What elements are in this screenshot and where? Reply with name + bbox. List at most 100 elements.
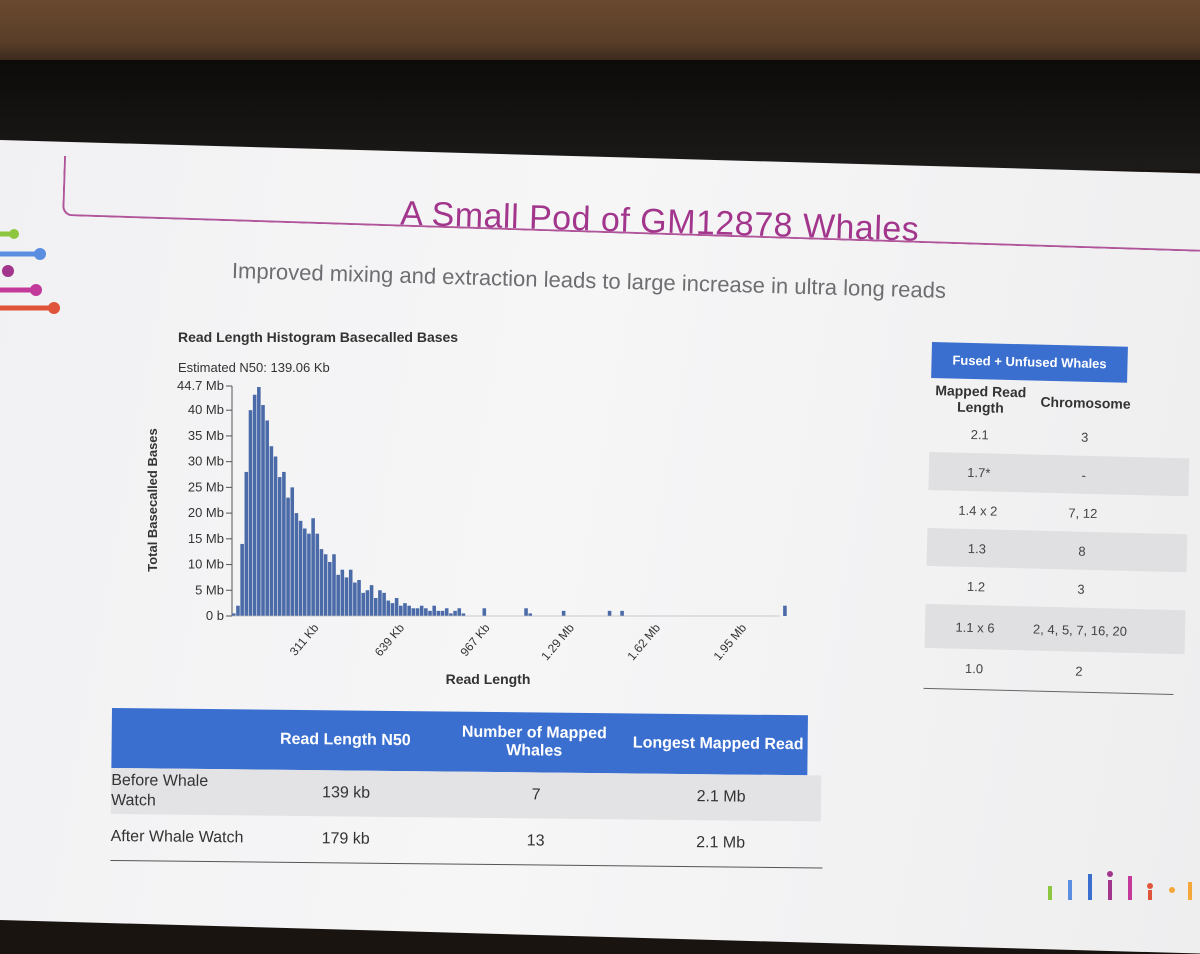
read-length-histogram: Read Length Histogram Basecalled Bases E… xyxy=(145,329,787,687)
cell-whales: 13 xyxy=(526,832,545,850)
chart-title: Read Length Histogram Basecalled Bases xyxy=(178,329,458,345)
chart-x-axis: 311 Kb 639 Kb 967 Kb 1.29 Mb 1.62 Mb 1.95 Mb xyxy=(232,615,780,663)
histogram-bar xyxy=(436,610,441,616)
histogram-bar xyxy=(323,554,328,616)
chart-y-axis-label: Total Basecalled Bases xyxy=(145,428,160,572)
table-row: 1.4 x 2 7, 12 xyxy=(927,490,1188,534)
y-tick-label: 15 Mb xyxy=(188,531,224,546)
cell-chromosome: 3 xyxy=(1077,581,1085,597)
chart-bars xyxy=(232,387,787,616)
cell-length: 1.2 xyxy=(966,578,986,594)
histogram-bar xyxy=(365,590,370,616)
histogram-bar xyxy=(336,574,340,616)
summary-header-longest: Longest Mapped Read xyxy=(632,734,804,754)
histogram-bar xyxy=(348,569,353,616)
histogram-bar xyxy=(307,533,311,616)
histogram-bar xyxy=(399,605,403,616)
histogram-bar xyxy=(353,582,357,616)
x-tick-label: 639 Kb xyxy=(372,621,407,659)
col-chromosome: Chromosome xyxy=(1040,393,1131,412)
histogram-bar xyxy=(269,446,274,616)
histogram-bar xyxy=(561,610,566,616)
y-tick-label: 20 Mb xyxy=(188,505,224,520)
histogram-bar xyxy=(294,513,299,616)
histogram-bar xyxy=(315,533,320,616)
table-row: Before Whale Watch 139 kb 7 2.1 Mb xyxy=(110,767,822,822)
histogram-bar xyxy=(440,610,445,616)
histogram-bar xyxy=(461,613,466,616)
table-row: After Whale Watch 179 kb 13 2.1 Mb xyxy=(110,814,820,867)
histogram-bar xyxy=(444,608,449,616)
histogram-bar xyxy=(524,608,528,616)
histogram-bar xyxy=(449,613,453,616)
summary-header-blank xyxy=(112,738,251,739)
histogram-bar xyxy=(361,592,366,616)
chart-y-axis: 0 b 5 Mb 10 Mb 15 Mb 20 Mb 25 Mb 30 Mb 35 Mb 40 … xyxy=(177,378,233,623)
histogram-bar xyxy=(415,608,420,616)
cell-longest: 2.1 Mb xyxy=(696,834,746,852)
cell-longest: 2.1 Mb xyxy=(696,788,746,806)
histogram-bar xyxy=(357,579,361,616)
table-row: 1.2 3 xyxy=(926,566,1187,610)
room-ceiling xyxy=(0,0,1200,60)
cell-chromosome: 8 xyxy=(1078,543,1086,559)
histogram-bar xyxy=(277,477,282,616)
x-tick-label: 311 Kb xyxy=(287,621,322,659)
histogram-bar xyxy=(302,528,307,616)
histogram-bar xyxy=(403,603,407,616)
cell-whales: 7 xyxy=(531,786,541,804)
cell-n50: 139 kb xyxy=(322,784,371,802)
histogram-bar xyxy=(378,590,382,616)
histogram-bar xyxy=(424,608,428,616)
table-row: 1.3 8 xyxy=(926,527,1188,573)
histogram-bar xyxy=(311,518,315,616)
y-tick-label: 44.7 Mb xyxy=(177,378,224,393)
histogram-bar xyxy=(328,561,332,616)
x-tick-label: 1.95 Mb xyxy=(711,621,750,663)
cell-length: 1.7* xyxy=(967,464,991,480)
cell-length: 1.3 xyxy=(967,540,987,556)
histogram-bar xyxy=(340,569,345,616)
table-row: 2.1 3 xyxy=(929,414,1190,458)
histogram-bar xyxy=(252,394,257,616)
histogram-bar xyxy=(298,520,303,616)
cell-chromosome: 2, 4, 5, 7, 16, 20 xyxy=(1032,621,1128,639)
decorative-bars-icon xyxy=(1048,871,1192,900)
summary-table: Read Length N50 Number of Mapped Whales … xyxy=(110,708,823,869)
y-tick-label: 0 b xyxy=(206,608,224,623)
fused-table-header: Fused + Unfused Whales xyxy=(931,342,1128,383)
histogram-bar xyxy=(257,387,261,616)
summary-table-header: Read Length N50 Number of Mapped Whales … xyxy=(111,708,808,776)
chart-x-axis-label: Read Length xyxy=(446,671,531,687)
histogram-bar xyxy=(607,610,612,616)
cell-length: 1.0 xyxy=(964,660,984,676)
histogram-bar xyxy=(386,600,391,616)
table-row: 1.7* - xyxy=(928,451,1190,497)
x-tick-label: 967 Kb xyxy=(457,621,492,659)
cell-chromosome: 7, 12 xyxy=(1068,504,1098,521)
cell-chromosome: 2 xyxy=(1075,663,1083,679)
x-tick-label: 1.62 Mb xyxy=(624,621,663,663)
histogram-bar xyxy=(407,605,411,616)
row-label: After Whale Watch xyxy=(110,827,244,847)
y-tick-label: 5 Mb xyxy=(195,582,224,597)
cell-length: 1.4 x 2 xyxy=(958,502,998,519)
histogram-bar xyxy=(390,603,395,616)
histogram-bar xyxy=(432,605,436,616)
histogram-bar xyxy=(528,613,533,616)
histogram-bar xyxy=(373,597,378,616)
histogram-bar xyxy=(332,554,336,616)
x-tick-label: 1.29 Mb xyxy=(538,621,577,663)
cell-chromosome: - xyxy=(1081,467,1087,483)
cell-chromosome: 3 xyxy=(1080,429,1089,445)
histogram-bar xyxy=(457,608,462,616)
histogram-bar xyxy=(394,597,399,616)
histogram-bar xyxy=(290,487,295,616)
histogram-bar xyxy=(783,605,787,616)
histogram-bar xyxy=(282,471,286,616)
fused-whales-table: Fused + Unfused Whales Mapped Read Lengt… xyxy=(923,342,1192,696)
histogram-bar xyxy=(344,577,349,616)
histogram-bar xyxy=(286,497,290,616)
histogram-bar xyxy=(261,405,265,616)
table-row: 1.0 2 xyxy=(924,648,1185,692)
